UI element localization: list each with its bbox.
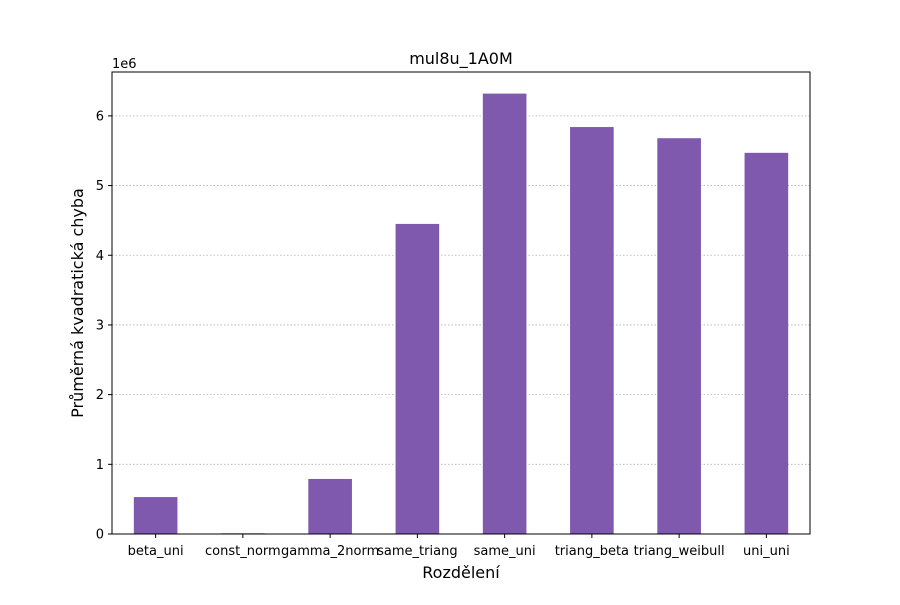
y-axis-ticks: 0 1 2 3 4 5 6 xyxy=(96,109,112,543)
x-tick-label: triang_beta xyxy=(555,544,629,559)
y-tick-label: 1 xyxy=(96,458,104,473)
bar-gamma_2norm xyxy=(308,478,352,534)
x-tick-label: beta_uni xyxy=(128,544,184,559)
x-tick-label: uni_uni xyxy=(743,544,790,559)
bar-triang_weibull xyxy=(657,138,701,534)
bar-same_triang xyxy=(395,223,440,535)
bar-triang_beta xyxy=(570,127,614,534)
x-tick-label: same_triang xyxy=(377,544,457,559)
x-axis-title: Rozdělení xyxy=(422,563,500,582)
bar-uni_uni xyxy=(744,152,789,534)
x-tick-label: gamma_2norm xyxy=(281,544,379,559)
y-tick-label: 2 xyxy=(96,388,104,403)
gridlines xyxy=(112,115,810,465)
y-tick-label: 6 xyxy=(96,109,104,124)
bars xyxy=(133,93,789,535)
x-axis-ticks: beta_uni const_norm gamma_2normsame_triang… xyxy=(128,534,790,559)
plot-frame xyxy=(111,71,811,535)
x-tick-label: triang_weibull xyxy=(634,544,725,559)
y-tick-label: 5 xyxy=(96,179,104,194)
x-tick-label: same_uni xyxy=(474,544,536,559)
bar-beta_uni xyxy=(133,497,178,534)
y-axis-title: Průměrná kvadratická chyba xyxy=(68,188,87,418)
chart-title: mul8u_1A0M xyxy=(409,49,513,69)
y-tick-label: 4 xyxy=(96,249,104,264)
bar-same_uni xyxy=(482,93,527,534)
x-tick-label: const_norm xyxy=(205,544,281,559)
y-offset-label: 1e6 xyxy=(112,57,137,72)
y-tick-label: 3 xyxy=(96,318,104,333)
y-tick-label: 0 xyxy=(96,528,104,543)
